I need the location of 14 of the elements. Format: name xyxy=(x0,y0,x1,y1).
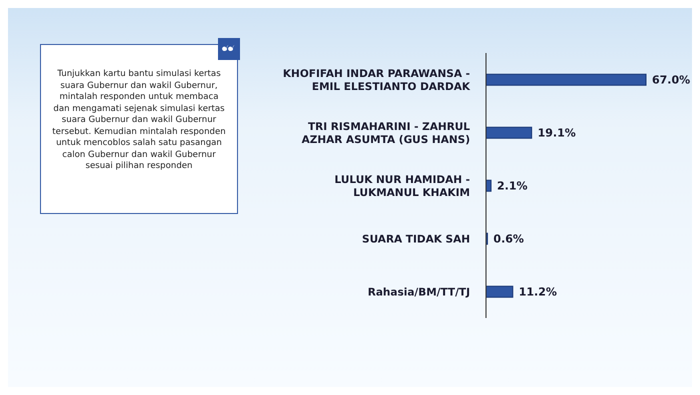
y-tick-label: SUARA TIDAK SAH xyxy=(362,234,470,246)
data-label: 67.0% xyxy=(652,74,690,87)
y-tick-label: KHOFIFAH INDAR PARAWANSA - EMIL ELESTIANTO DARDAK xyxy=(282,68,471,93)
y-tick-label: Rahasia/BM/TT/TJ xyxy=(368,286,470,298)
y-tick-label: LULUK NUR HAMIDAH - LUKMANUL KHAKIM xyxy=(334,174,470,199)
text: Tunjukkan kartu bantu simulasi kertas suara Gubernur dan wakil Gubernur, mintalah responden untuk membaca dan mengamati sejenak simulasi kertas suara Gubernur dan wakil Gubernur tersebut. Kemudian mintalah responden untuk mencoblos salah satu pasangan calon Gubernur dan wakil Gubernur sesuai pilihan responden xyxy=(52,69,226,171)
data-label: 2.1% xyxy=(497,180,528,193)
bar xyxy=(486,286,514,298)
data-label: 19.1% xyxy=(538,126,576,140)
data-label: 11.2% xyxy=(518,286,557,299)
bar xyxy=(486,74,646,86)
y-tick-label: TRI RISMAHARINI - ZAHRUL AZHAR ASUMTA (GUS HANS) xyxy=(302,121,470,146)
data-label: 0.6% xyxy=(493,232,524,246)
bar xyxy=(486,126,532,139)
